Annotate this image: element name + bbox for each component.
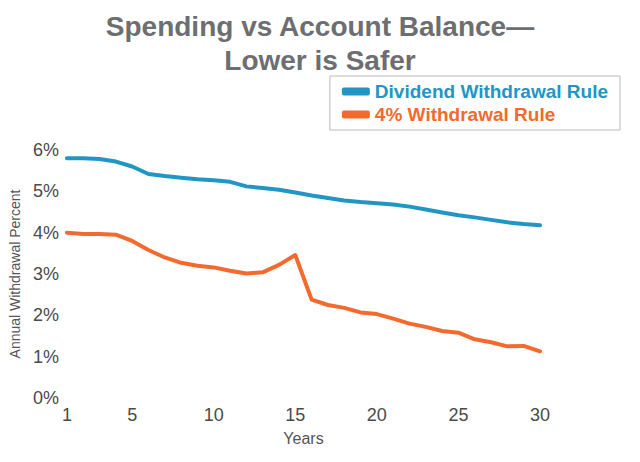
- svg-text:5%: 5%: [33, 181, 59, 201]
- svg-text:Dividend Withdrawal Rule: Dividend Withdrawal Rule: [375, 81, 608, 102]
- svg-text:15: 15: [285, 405, 305, 425]
- svg-text:30: 30: [530, 405, 550, 425]
- svg-text:10: 10: [204, 405, 224, 425]
- svg-text:Years: Years: [283, 430, 323, 447]
- svg-text:4% Withdrawal Rule: 4% Withdrawal Rule: [375, 104, 555, 125]
- svg-text:2%: 2%: [33, 305, 59, 325]
- svg-text:Spending vs Account Balance—: Spending vs Account Balance—: [106, 11, 534, 42]
- svg-text:4%: 4%: [33, 223, 59, 243]
- svg-text:3%: 3%: [33, 264, 59, 284]
- svg-text:0%: 0%: [33, 388, 59, 408]
- svg-text:25: 25: [448, 405, 468, 425]
- svg-text:1: 1: [62, 405, 72, 425]
- svg-text:5: 5: [127, 405, 137, 425]
- svg-text:Annual Withdrawal Percent: Annual Withdrawal Percent: [7, 189, 23, 358]
- svg-text:Lower is Safer: Lower is Safer: [224, 45, 416, 76]
- svg-text:1%: 1%: [33, 347, 59, 367]
- svg-text:20: 20: [367, 405, 387, 425]
- svg-text:6%: 6%: [33, 140, 59, 160]
